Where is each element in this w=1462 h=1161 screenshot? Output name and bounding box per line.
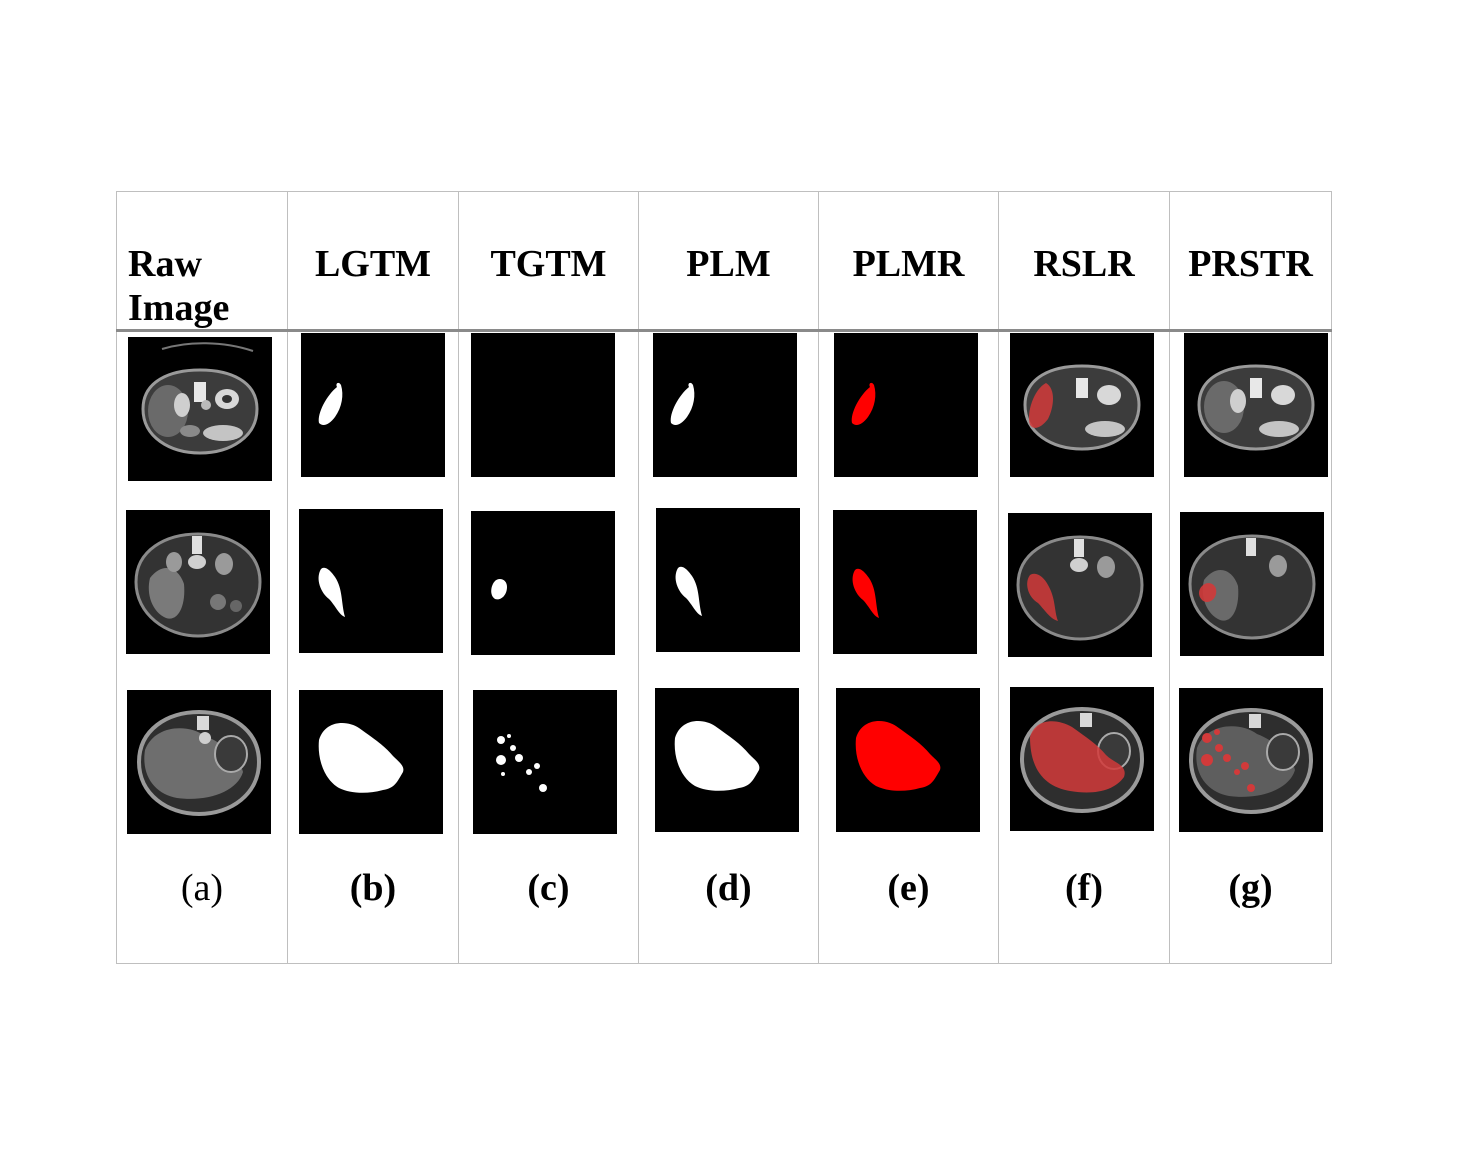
plmr-mask [834, 333, 978, 477]
rslr-overlay [1008, 513, 1152, 657]
ct-slice-raw [127, 690, 271, 834]
column-divider [638, 191, 639, 964]
ct-slice-raw [128, 337, 272, 481]
prstr-overlay [1179, 688, 1323, 832]
figure-table [116, 191, 1332, 964]
caption-b: (b) [349, 867, 397, 909]
column-divider [458, 191, 459, 964]
header-tgtm: TGTM [490, 243, 607, 285]
header-plm: PLM [686, 243, 771, 285]
caption-f: (f) [1065, 867, 1103, 909]
column-divider [818, 191, 819, 964]
header-raw-image: Raw Image [128, 243, 230, 329]
header-prstr: PRSTR [1188, 243, 1313, 285]
prstr-overlay [1184, 333, 1328, 477]
column-divider [998, 191, 999, 964]
prstr-overlay [1180, 512, 1324, 656]
rslr-overlay [1010, 333, 1154, 477]
lgtm-mask [299, 690, 443, 834]
caption-d: (d) [705, 867, 752, 909]
plm-mask [653, 333, 797, 477]
tgtm-mask [471, 511, 615, 655]
plm-mask [655, 688, 799, 832]
lgtm-mask [301, 333, 445, 477]
tgtm-mask [473, 690, 617, 834]
lgtm-mask [299, 509, 443, 653]
caption-a: (a) [180, 867, 224, 909]
column-divider [287, 191, 288, 964]
ct-slice-raw [126, 510, 270, 654]
column-divider [1169, 191, 1170, 964]
caption-e: (e) [887, 867, 930, 909]
header-plmr: PLMR [852, 243, 965, 285]
tgtm-mask [471, 333, 615, 477]
plmr-mask [836, 688, 980, 832]
caption-c: (c) [527, 867, 570, 909]
header-lgtm: LGTM [314, 243, 432, 285]
rslr-overlay [1010, 687, 1154, 831]
plm-mask [656, 508, 800, 652]
header-rslr: RSLR [1033, 243, 1135, 285]
plmr-mask [833, 510, 977, 654]
caption-g: (g) [1228, 867, 1273, 909]
header-divider [116, 329, 1332, 332]
